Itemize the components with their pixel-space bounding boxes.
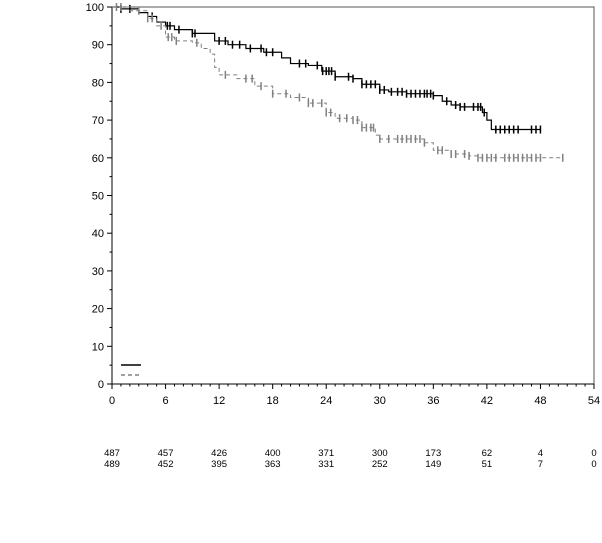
at-risk-count: 395 — [211, 459, 227, 470]
y-tick-label: 10 — [92, 341, 104, 353]
axes: 0 6 12 18 24 30 36 42 48 54 0 10 20 30 40 50 60 70 80 90 100 — [86, 2, 600, 407]
at-risk-count: 426 — [211, 448, 227, 459]
number-at-risk-table: 487 457 426 400 371 300 173 62 4 0 489 452 395 363 331… — [104, 448, 597, 470]
at-risk-count: 252 — [372, 459, 388, 470]
y-tick-label: 90 — [92, 40, 104, 52]
at-risk-count: 487 — [104, 448, 120, 459]
at-risk-count: 300 — [372, 448, 388, 459]
at-risk-count: 51 — [482, 459, 493, 470]
at-risk-count: 400 — [265, 448, 281, 459]
legend — [121, 364, 141, 376]
y-tick-label: 100 — [86, 2, 104, 14]
at-risk-count: 331 — [318, 459, 334, 470]
x-tick-label: 12 — [213, 395, 225, 407]
survival-curves — [112, 3, 564, 162]
y-tick-label: 60 — [92, 153, 104, 165]
y-tick-label: 70 — [92, 115, 104, 127]
x-tick-label: 18 — [267, 395, 279, 407]
at-risk-count: 149 — [425, 459, 441, 470]
x-tick-label: 30 — [374, 395, 386, 407]
x-tick-label: 6 — [162, 395, 168, 407]
x-tick-label: 36 — [427, 395, 439, 407]
x-tick-label: 0 — [109, 395, 115, 407]
x-tick-label: 42 — [481, 395, 493, 407]
plot-frame — [111, 6, 595, 385]
y-tick-label: 30 — [92, 266, 104, 278]
at-risk-count: 452 — [158, 459, 174, 470]
x-tick-label: 24 — [320, 395, 332, 407]
at-risk-count: 7 — [538, 459, 543, 470]
y-tick-label: 50 — [92, 191, 104, 203]
at-risk-count: 4 — [538, 448, 543, 459]
at-risk-count: 0 — [591, 448, 596, 459]
y-tick-label: 80 — [92, 77, 104, 89]
at-risk-count: 62 — [482, 448, 493, 459]
series-line-group-1 — [112, 6, 541, 131]
y-tick-label: 20 — [92, 304, 104, 316]
at-risk-count: 173 — [425, 448, 441, 459]
y-tick-label: 0 — [98, 379, 104, 391]
x-tick-label: 48 — [534, 395, 546, 407]
at-risk-count: 457 — [158, 448, 174, 459]
x-tick-label: 54 — [588, 395, 600, 407]
at-risk-count: 363 — [265, 459, 281, 470]
y-tick-label: 40 — [92, 228, 104, 240]
at-risk-count: 0 — [591, 459, 596, 470]
at-risk-count: 371 — [318, 448, 334, 459]
at-risk-count: 489 — [104, 459, 120, 470]
